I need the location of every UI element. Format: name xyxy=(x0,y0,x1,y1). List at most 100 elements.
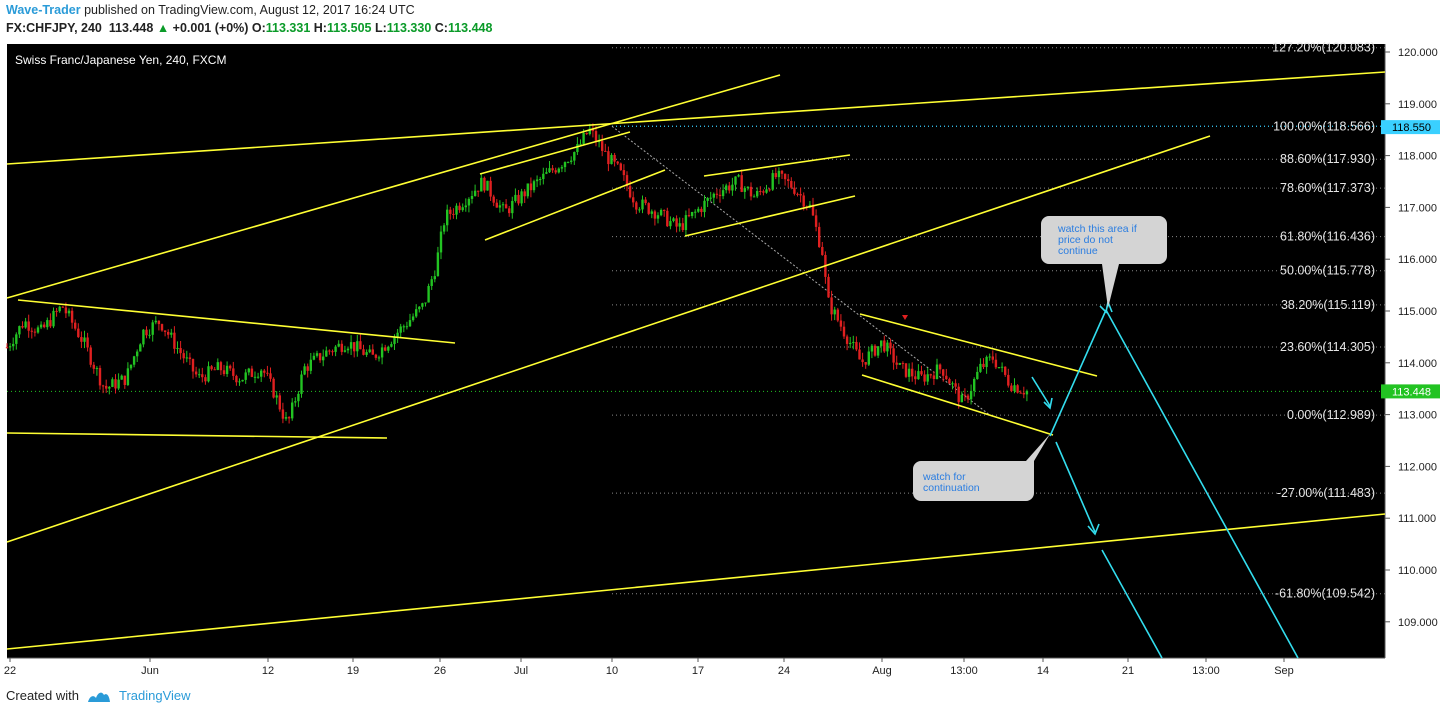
candle-body xyxy=(145,329,148,336)
candle-body xyxy=(136,351,139,357)
candle-body xyxy=(408,320,412,327)
candle-body xyxy=(821,246,824,255)
candle-body xyxy=(213,369,216,371)
candle-body xyxy=(294,401,297,403)
candle-body xyxy=(263,370,266,373)
candle-body xyxy=(585,132,588,135)
candle-body xyxy=(266,372,269,374)
candle-body xyxy=(362,349,365,355)
candle-body xyxy=(501,204,505,206)
candle-body xyxy=(157,320,161,325)
candle-body xyxy=(424,302,427,304)
candle-body xyxy=(945,375,948,380)
candle-body xyxy=(576,144,579,153)
candle-body xyxy=(278,395,281,410)
y-tick-label: 117.000 xyxy=(1398,202,1437,214)
candle-body xyxy=(198,374,201,376)
candle-body xyxy=(483,177,486,191)
price-chart[interactable]: 127.20%(120.083) 100.00%(118.566) 88.60%(1… xyxy=(0,42,1440,682)
y-tick-label: 109.000 xyxy=(1398,617,1438,629)
candle-body xyxy=(542,173,545,180)
candle-body xyxy=(219,362,223,371)
close-value: 113.448 xyxy=(447,21,493,35)
candle-body xyxy=(771,173,774,190)
candle-body xyxy=(241,379,244,382)
candle-body xyxy=(570,160,573,162)
y-tick-label: 116.000 xyxy=(1398,254,1437,266)
candle-body xyxy=(89,347,92,365)
candle-body xyxy=(892,348,895,363)
candle-body xyxy=(300,374,303,394)
candle-body xyxy=(167,331,170,335)
candle-body xyxy=(216,362,219,370)
candle-body xyxy=(229,365,232,369)
candle-body xyxy=(114,379,117,389)
candle-body xyxy=(377,357,381,359)
x-tick-label: 17 xyxy=(692,665,704,677)
close-label: C: xyxy=(434,21,448,35)
candle-body xyxy=(948,379,951,384)
price-tags: 118.550 113.448 xyxy=(1381,120,1440,399)
price-axis[interactable] xyxy=(1385,44,1440,658)
candle-body xyxy=(632,197,635,203)
candle-body xyxy=(269,373,272,379)
candle-body xyxy=(880,340,883,347)
time-axis[interactable] xyxy=(7,658,1385,682)
candle-body xyxy=(201,374,204,378)
candle-body xyxy=(430,279,433,286)
candle-body xyxy=(532,181,536,191)
trendline xyxy=(6,74,781,299)
candle-body xyxy=(870,345,874,352)
candle-body xyxy=(709,197,712,199)
candle-body xyxy=(768,189,771,191)
candle-body xyxy=(405,326,409,328)
candle-body xyxy=(901,363,905,365)
candle-body xyxy=(247,368,250,373)
candle-body xyxy=(86,337,89,348)
tradingview-link[interactable]: TradingView xyxy=(118,688,191,703)
candle-body xyxy=(594,131,598,143)
candle-body xyxy=(675,218,678,227)
candle-body xyxy=(973,379,976,391)
candle-body xyxy=(690,211,694,216)
candle-body xyxy=(566,161,570,163)
chart-plot-area[interactable] xyxy=(7,44,1385,658)
candle-body xyxy=(762,191,765,193)
candle-body xyxy=(597,141,601,143)
candle-body xyxy=(188,357,192,360)
candle-body xyxy=(960,394,963,403)
candle-body xyxy=(105,385,108,389)
candle-body xyxy=(740,175,743,192)
candle-body xyxy=(498,205,502,208)
candle-body xyxy=(793,187,796,194)
candle-body xyxy=(33,331,37,333)
candle-body xyxy=(619,163,622,171)
candle-body xyxy=(613,154,616,162)
footer: Created with TradingView xyxy=(6,688,191,703)
candle-body xyxy=(418,306,421,310)
candle-body xyxy=(151,322,154,335)
projection-line xyxy=(1101,549,1163,659)
tradingview-logo-icon xyxy=(87,692,110,702)
y-tick-label: 119.000 xyxy=(1398,99,1437,111)
author-link[interactable]: Wave-Trader xyxy=(6,3,81,17)
price-tag-label: 113.448 xyxy=(1392,386,1431,398)
candle-body xyxy=(545,172,548,174)
projection-line xyxy=(1031,376,1051,407)
candle-body xyxy=(818,226,821,247)
candle-body xyxy=(867,351,870,365)
candle-body xyxy=(904,363,908,377)
candle-body xyxy=(591,128,595,132)
candle-body xyxy=(911,368,914,377)
x-tick-label: 26 xyxy=(434,665,446,677)
candle-body xyxy=(343,350,347,352)
high-value: 113.505 xyxy=(326,21,372,35)
candle-body xyxy=(706,198,709,201)
x-tick-label: 13:00 xyxy=(1192,665,1220,677)
created-with-label: Created with xyxy=(6,688,79,703)
callout-continuation: watch for continuation xyxy=(913,434,1050,501)
candle-body xyxy=(672,218,675,222)
fib-anchor-line xyxy=(611,125,991,416)
candle-body xyxy=(46,320,49,328)
candle-body xyxy=(774,173,777,178)
